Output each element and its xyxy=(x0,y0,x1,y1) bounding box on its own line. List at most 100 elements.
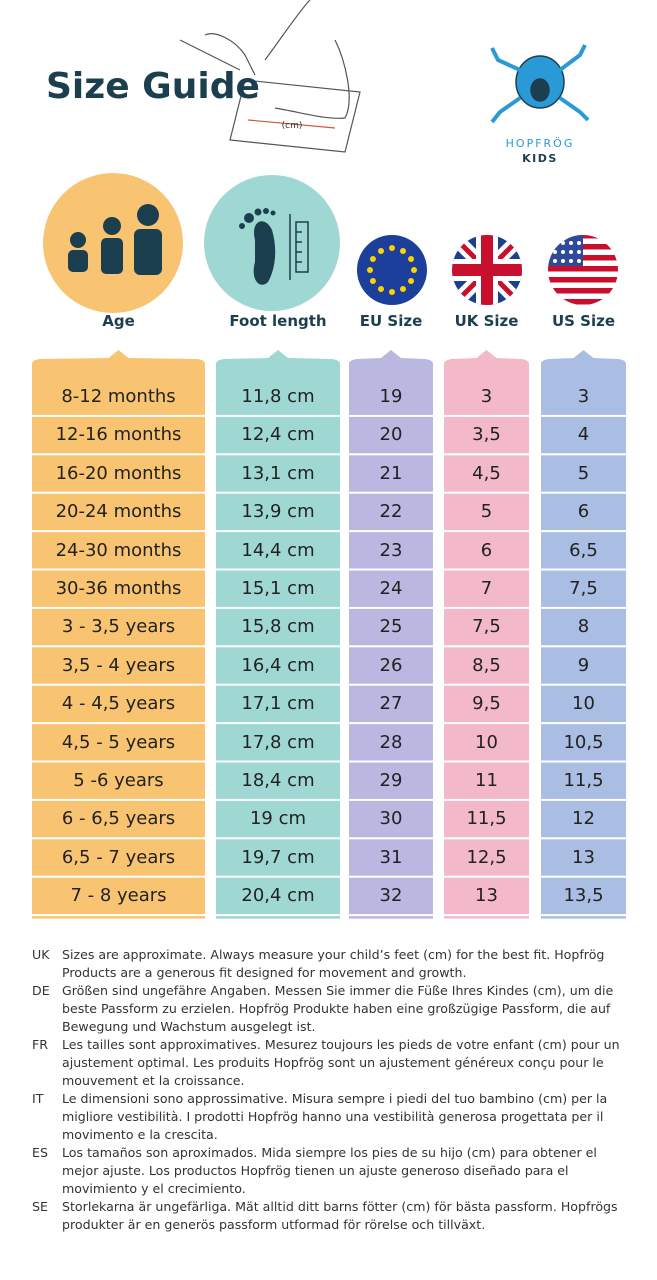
stripe xyxy=(548,266,618,272)
row-divider xyxy=(32,798,205,801)
column-header: EU Size xyxy=(359,312,423,330)
cell: 13,5 xyxy=(563,885,604,907)
row-divider xyxy=(444,914,529,917)
column-header: UK Size xyxy=(454,312,519,330)
note-text: Sizes are approximate. Always measure yo… xyxy=(62,947,605,980)
row-divider xyxy=(541,568,626,571)
note-text: Los tamaños son aproximados. Mida siempr… xyxy=(62,1145,597,1196)
row-divider xyxy=(32,875,205,878)
star xyxy=(577,250,581,254)
row-divider xyxy=(32,606,205,609)
row-divider xyxy=(216,837,340,840)
column-header: Foot length xyxy=(229,312,327,330)
cell: 13 xyxy=(572,846,595,868)
star xyxy=(569,241,573,245)
stripe xyxy=(548,277,618,283)
cell: 8 xyxy=(577,616,590,638)
measure-label: (cm) xyxy=(282,121,303,131)
row-divider xyxy=(541,914,626,917)
title: Size Guide xyxy=(46,66,260,107)
row-divider xyxy=(349,491,433,494)
cell: 3 - 3,5 years xyxy=(61,616,176,638)
row-divider xyxy=(444,453,529,456)
row-divider xyxy=(444,837,529,840)
note-code: IT xyxy=(32,1091,44,1106)
cell: 4 xyxy=(577,424,590,446)
cell: 11,5 xyxy=(466,808,507,830)
row-divider xyxy=(541,491,626,494)
cell: 3 xyxy=(480,386,493,407)
row-divider xyxy=(32,914,205,917)
row-divider xyxy=(444,568,529,571)
star xyxy=(389,289,395,295)
row-divider xyxy=(349,683,433,686)
row-divider xyxy=(349,875,433,878)
cell: 3,5 - 4 years xyxy=(61,654,176,676)
row-divider xyxy=(349,645,433,648)
cell: 5 xyxy=(577,462,590,484)
cell: 29 xyxy=(379,770,403,791)
row-divider xyxy=(541,453,626,456)
note-code: ES xyxy=(32,1145,48,1160)
cell: 13,1 cm xyxy=(241,462,315,484)
row-divider xyxy=(216,530,340,533)
note-code: SE xyxy=(32,1199,48,1214)
cell: 14,4 cm xyxy=(241,539,315,561)
row-divider xyxy=(32,568,205,571)
row-divider xyxy=(349,568,433,571)
star xyxy=(369,256,376,262)
note-code: FR xyxy=(32,1037,48,1052)
note-text: Storlekarna är ungefärliga. Mät alltid d… xyxy=(62,1199,618,1232)
star xyxy=(553,250,557,254)
cell: 30-36 months xyxy=(55,578,182,599)
row-divider xyxy=(349,453,433,456)
row-divider xyxy=(32,760,205,763)
note: FR Les tailles sont approximatives. Mesur… xyxy=(32,1036,632,1090)
stripe xyxy=(548,299,618,305)
cell: 10 xyxy=(572,693,595,715)
cell: 27 xyxy=(379,693,403,715)
row-divider xyxy=(541,530,626,533)
stripe xyxy=(548,288,618,294)
row-divider xyxy=(444,722,529,725)
cell: 15,8 cm xyxy=(241,616,315,638)
row-divider xyxy=(444,414,529,417)
row-divider xyxy=(541,645,626,648)
cell: 6 xyxy=(480,539,493,561)
row-divider xyxy=(216,606,340,609)
row-divider xyxy=(349,798,433,801)
cell: 31 xyxy=(379,846,403,868)
cell: 3 xyxy=(577,386,590,407)
cell: 23 xyxy=(379,539,403,561)
note: SE Storlekarna är ungefärliga. Mät alltid… xyxy=(32,1198,632,1234)
row-divider xyxy=(444,798,529,801)
row-divider xyxy=(444,645,529,648)
row-divider xyxy=(541,683,626,686)
cell: 16,4 cm xyxy=(241,654,315,676)
row-divider xyxy=(216,760,340,763)
row-divider xyxy=(541,760,626,763)
row-divider xyxy=(216,414,340,417)
star xyxy=(569,259,573,263)
cell: 17,8 cm xyxy=(241,731,315,753)
notes: UK Sizes are approximate. Always measure … xyxy=(32,946,632,1234)
cell: 20 xyxy=(379,424,403,446)
row-divider xyxy=(216,683,340,686)
row-divider xyxy=(32,645,205,648)
star xyxy=(378,286,384,293)
row-divider xyxy=(216,875,340,878)
star xyxy=(561,241,565,245)
star xyxy=(400,247,406,254)
cell: 30 xyxy=(379,808,403,830)
row-divider xyxy=(216,645,340,648)
row-divider xyxy=(541,414,626,417)
row-divider xyxy=(32,722,205,725)
note-text: Les tailles sont approximatives. Mesurez… xyxy=(62,1037,620,1088)
cell: 28 xyxy=(379,731,403,753)
row-divider xyxy=(32,530,205,533)
cell: 20,4 cm xyxy=(241,885,315,907)
cell: 13,9 cm xyxy=(241,501,315,523)
row-divider xyxy=(32,837,205,840)
row-divider xyxy=(541,798,626,801)
